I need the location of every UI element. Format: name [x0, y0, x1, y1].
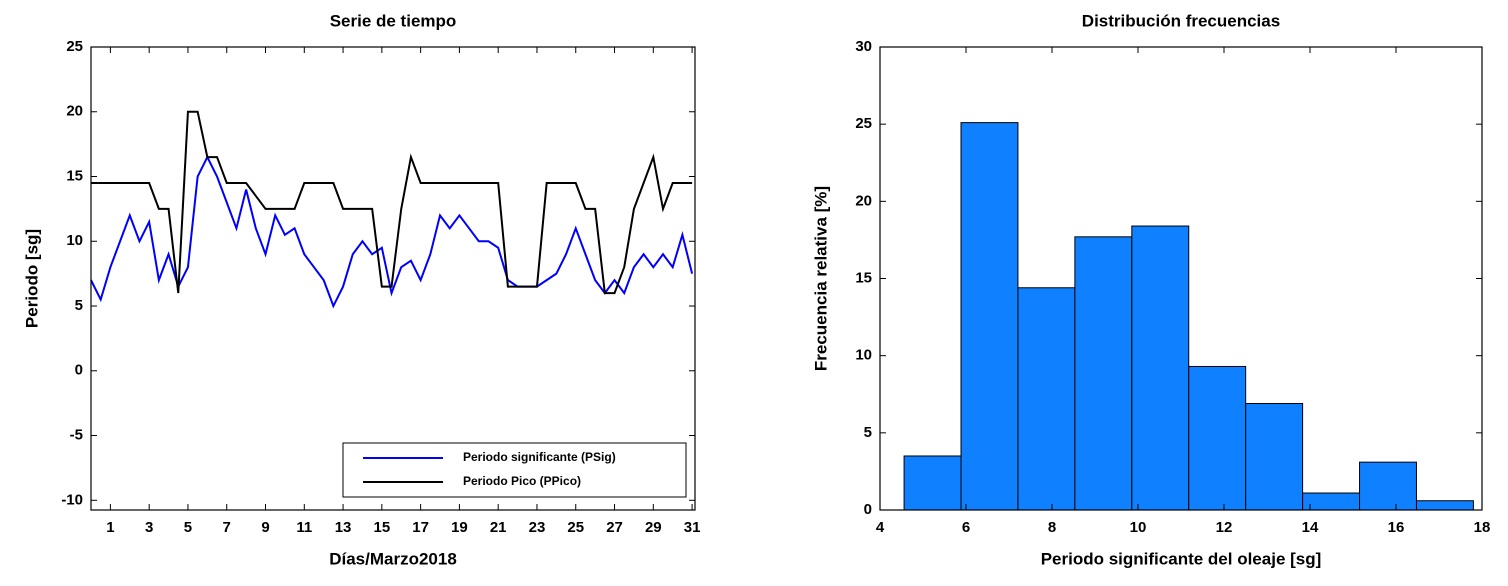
x-tick-label: 10 — [1130, 519, 1147, 536]
x-tick-label: 14 — [1302, 519, 1319, 536]
y-tick-label: 20 — [66, 103, 83, 120]
y-tick-label: 15 — [66, 167, 83, 184]
bar — [1188, 365, 1247, 511]
y-tick-label: -5 — [70, 427, 83, 444]
x-tick-label: 9 — [261, 519, 269, 536]
legend-label: Periodo Pico (PPico) — [463, 474, 581, 488]
bar — [1074, 236, 1133, 511]
y-tick-label: 10 — [66, 232, 83, 249]
x-tick-label: 18 — [1474, 519, 1491, 536]
bar — [1302, 492, 1361, 511]
y-tick-label: 15 — [855, 269, 872, 286]
x-tick-label: 6 — [962, 519, 970, 536]
x-tick-label: 8 — [1048, 519, 1056, 536]
chart-title: Serie de tiempo — [330, 11, 457, 30]
x-tick-label: 16 — [1388, 519, 1405, 536]
x-tick-label: 7 — [223, 519, 231, 536]
bar — [903, 455, 962, 511]
x-tick-label: 21 — [490, 519, 507, 536]
x-tick-label: 27 — [606, 519, 623, 536]
x-tick-label: 17 — [412, 519, 429, 536]
x-tick-label: 4 — [876, 519, 885, 536]
series-line — [91, 110, 693, 295]
legend — [342, 442, 687, 498]
x-tick-label: 11 — [296, 519, 312, 536]
y-tick-label: 0 — [75, 362, 83, 379]
x-tick-label: 29 — [645, 519, 662, 536]
legend-label: Periodo significante (PSig) — [463, 450, 616, 464]
x-tick-label: 3 — [145, 519, 153, 536]
y-tick-label: 10 — [855, 347, 872, 364]
y-tick-label: 0 — [864, 501, 872, 518]
series-line — [90, 154, 694, 309]
x-tick-label: 13 — [335, 519, 352, 536]
plot-frame — [90, 46, 696, 511]
bar — [1017, 287, 1076, 511]
bar — [1131, 225, 1190, 511]
x-tick-label: 5 — [184, 519, 192, 536]
y-tick-label: 5 — [864, 424, 872, 441]
x-tick-label: 31 — [684, 519, 701, 536]
bar — [960, 122, 1019, 511]
y-axis-label: Periodo [sg] — [22, 229, 41, 328]
x-axis-label: Días/Marzo2018 — [329, 549, 457, 568]
x-axis-label: Periodo significante del oleaje [sg] — [1041, 549, 1322, 568]
y-tick-label: 25 — [66, 38, 83, 55]
y-tick-label: 5 — [75, 297, 83, 314]
y-tick-label: -10 — [61, 491, 83, 508]
y-tick-label: 30 — [855, 38, 872, 55]
y-tick-label: 25 — [855, 115, 872, 132]
y-tick-label: 20 — [855, 192, 872, 209]
x-tick-label: 1 — [106, 519, 114, 536]
x-tick-label: 25 — [567, 519, 584, 536]
bar — [1415, 500, 1474, 511]
bar — [1359, 461, 1417, 511]
x-tick-label: 15 — [374, 519, 391, 536]
x-tick-label: 23 — [529, 519, 546, 536]
x-tick-label: 12 — [1216, 519, 1233, 536]
chart-title: Distribución frecuencias — [1082, 11, 1280, 30]
bar — [1245, 403, 1304, 511]
x-tick-label: 19 — [451, 519, 468, 536]
y-axis-label: Frecuencia relativa [%] — [811, 186, 830, 371]
